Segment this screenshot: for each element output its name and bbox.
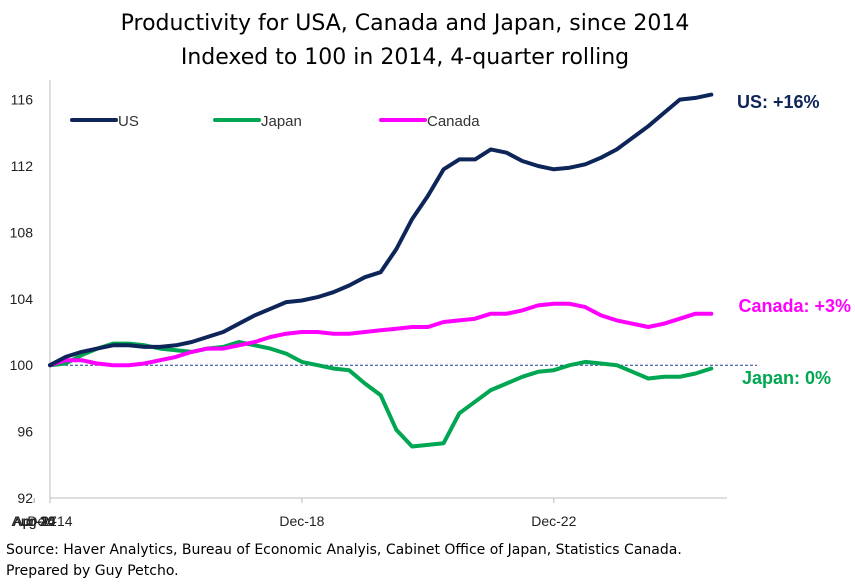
prepared-by-line: Prepared by Guy Petcho. (6, 563, 179, 579)
source-line: Source: Haver Analytics, Bureau of Econo… (6, 542, 682, 558)
x-tick-label: Dec-18 (279, 513, 324, 529)
series-line-japan (48, 340, 714, 449)
end-label-canada: Canada: +3% (738, 296, 851, 316)
legend: US Japan Canada (70, 113, 480, 130)
x-tick-label: Aug-21 (12, 513, 57, 529)
x-tick-label: Dec-14 (27, 513, 72, 529)
y-tick-label: 104 (10, 291, 34, 307)
y-tick-label: 108 (10, 224, 34, 240)
chart-title-line-1: Productivity for USA, Canada and Japan, … (121, 11, 690, 36)
end-label-us: US: +16% (737, 92, 820, 112)
legend-label-japan: Japan (261, 113, 302, 130)
productivity-chart: Productivity for USA, Canada and Japan, … (10, 11, 851, 529)
x-tick-label: Apr-16 (13, 513, 55, 529)
end-label-japan: Japan: 0% (742, 368, 831, 388)
y-tick-label: 96 (17, 424, 33, 440)
x-tick-label: Dec-22 (531, 513, 576, 529)
series-line-canada (48, 301, 714, 368)
y-tick-label: 112 (11, 158, 34, 174)
x-tick-label: Aug-17 (12, 513, 57, 529)
chart-title-line-2: Indexed to 100 in 2014, 4-quarter rollin… (181, 45, 629, 70)
x-tick-label: Apr-20 (13, 513, 55, 529)
y-tick-label: 100 (10, 357, 34, 373)
y-tick-label: 116 (11, 92, 34, 108)
legend-label-us: US (118, 113, 139, 130)
legend-label-canada: Canada (427, 113, 480, 130)
source-note: Source: Haver Analytics, Bureau of Econo… (6, 540, 682, 582)
y-tick-label: 92 (17, 490, 33, 506)
series-line-us (48, 92, 714, 368)
x-tick-label: Apr-24 (13, 513, 55, 529)
